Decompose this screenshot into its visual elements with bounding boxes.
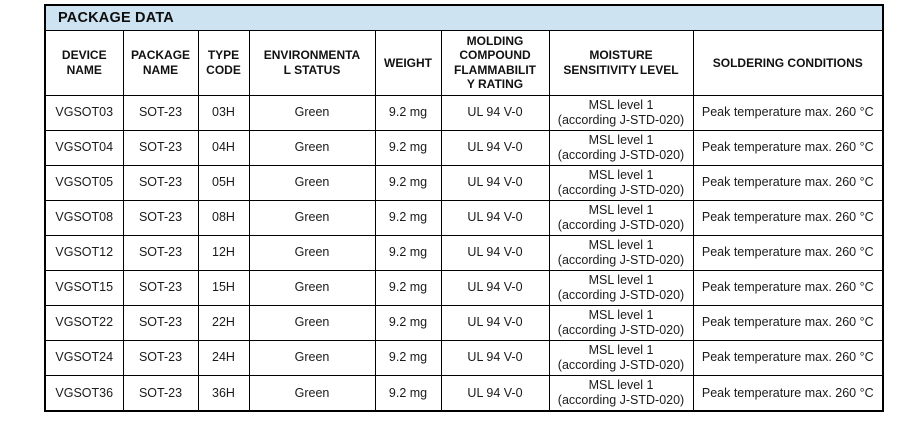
column-header-package-name: PACKAGE NAME <box>122 31 199 96</box>
cell-soldering-conditions: Peak temperature max. 260 °C <box>692 374 882 410</box>
cell-type-code: 08H <box>197 199 250 236</box>
cell-device-name: VGSOT15 <box>46 269 124 306</box>
cell-moisture-sensitivity-level: MSL level 1 (according J-STD-020) <box>548 304 694 341</box>
column-header-weight: WEIGHT <box>374 31 442 96</box>
package-data-table: DEVICE NAME PACKAGE NAME TYPE CODE ENVIRONM… <box>46 31 882 410</box>
cell-molding-compound-flammability-rating: UL 94 V-0 <box>440 234 550 271</box>
cell-package-name: SOT-23 <box>122 269 199 306</box>
cell-molding-compound-flammability-rating: UL 94 V-0 <box>440 339 550 376</box>
cell-environmental-status: Green <box>248 234 376 271</box>
cell-weight: 9.2 mg <box>374 94 442 131</box>
cell-environmental-status: Green <box>248 374 376 410</box>
table-row: VGSOT22 SOT-23 22H Green 9.2 mg UL 94 V-0 MSL … <box>46 304 882 341</box>
cell-package-name: SOT-23 <box>122 199 199 236</box>
cell-soldering-conditions: Peak temperature max. 260 °C <box>692 304 882 341</box>
cell-moisture-sensitivity-level: MSL level 1 (according J-STD-020) <box>548 339 694 376</box>
cell-moisture-sensitivity-level: MSL level 1 (according J-STD-020) <box>548 234 694 271</box>
cell-molding-compound-flammability-rating: UL 94 V-0 <box>440 129 550 166</box>
cell-package-name: SOT-23 <box>122 129 199 166</box>
cell-moisture-sensitivity-level: MSL level 1 (according J-STD-020) <box>548 374 694 410</box>
cell-molding-compound-flammability-rating: UL 94 V-0 <box>440 94 550 131</box>
table-header: DEVICE NAME PACKAGE NAME TYPE CODE ENVIRONM… <box>46 31 882 96</box>
cell-molding-compound-flammability-rating: UL 94 V-0 <box>440 199 550 236</box>
cell-moisture-sensitivity-level: MSL level 1 (according J-STD-020) <box>548 199 694 236</box>
cell-package-name: SOT-23 <box>122 94 199 131</box>
column-header-environmental-status: ENVIRONMENTA L STATUS <box>248 31 376 96</box>
cell-device-name: VGSOT05 <box>46 164 124 201</box>
table-row: VGSOT08 SOT-23 08H Green 9.2 mg UL 94 V-0 MSL … <box>46 199 882 236</box>
cell-moisture-sensitivity-level: MSL level 1 (according J-STD-020) <box>548 129 694 166</box>
cell-type-code: 36H <box>197 374 250 410</box>
cell-moisture-sensitivity-level: MSL level 1 (according J-STD-020) <box>548 269 694 306</box>
cell-molding-compound-flammability-rating: UL 94 V-0 <box>440 164 550 201</box>
package-data-panel: PACKAGE DATA DEVICE NAME PACKAGE NAME TYPE… <box>44 4 884 412</box>
column-header-type-code: TYPE CODE <box>197 31 250 96</box>
cell-soldering-conditions: Peak temperature max. 260 °C <box>692 164 882 201</box>
cell-package-name: SOT-23 <box>122 234 199 271</box>
column-header-molding-compound-flammability-rating: MOLDING COMPOUND FLAMMABILIT Y RATING <box>440 31 550 96</box>
table-row: VGSOT05 SOT-23 05H Green 9.2 mg UL 94 V-0 MSL … <box>46 164 882 201</box>
cell-type-code: 24H <box>197 339 250 376</box>
cell-device-name: VGSOT04 <box>46 129 124 166</box>
table-row: VGSOT15 SOT-23 15H Green 9.2 mg UL 94 V-0 MSL … <box>46 269 882 306</box>
cell-environmental-status: Green <box>248 129 376 166</box>
cell-type-code: 04H <box>197 129 250 166</box>
cell-weight: 9.2 mg <box>374 129 442 166</box>
cell-device-name: VGSOT24 <box>46 339 124 376</box>
column-header-moisture-sensitivity-level: MOISTURE SENSITIVITY LEVEL <box>548 31 694 96</box>
cell-package-name: SOT-23 <box>122 164 199 201</box>
table-row: VGSOT36 SOT-23 36H Green 9.2 mg UL 94 V-0 MSL … <box>46 374 882 410</box>
cell-weight: 9.2 mg <box>374 304 442 341</box>
cell-device-name: VGSOT22 <box>46 304 124 341</box>
cell-weight: 9.2 mg <box>374 164 442 201</box>
table-row: VGSOT04 SOT-23 04H Green 9.2 mg UL 94 V-0 MSL … <box>46 129 882 166</box>
cell-soldering-conditions: Peak temperature max. 260 °C <box>692 269 882 306</box>
column-header-device-name: DEVICE NAME <box>46 31 124 96</box>
cell-package-name: SOT-23 <box>122 374 199 410</box>
cell-type-code: 12H <box>197 234 250 271</box>
table-row: VGSOT24 SOT-23 24H Green 9.2 mg UL 94 V-0 MSL … <box>46 339 882 376</box>
cell-type-code: 15H <box>197 269 250 306</box>
cell-weight: 9.2 mg <box>374 199 442 236</box>
cell-weight: 9.2 mg <box>374 339 442 376</box>
table-body: VGSOT03 SOT-23 03H Green 9.2 mg UL 94 V-0 MSL … <box>46 94 882 410</box>
cell-type-code: 22H <box>197 304 250 341</box>
cell-package-name: SOT-23 <box>122 304 199 341</box>
cell-device-name: VGSOT03 <box>46 94 124 131</box>
cell-soldering-conditions: Peak temperature max. 260 °C <box>692 234 882 271</box>
cell-molding-compound-flammability-rating: UL 94 V-0 <box>440 304 550 341</box>
cell-environmental-status: Green <box>248 269 376 306</box>
cell-environmental-status: Green <box>248 199 376 236</box>
cell-soldering-conditions: Peak temperature max. 260 °C <box>692 199 882 236</box>
column-header-soldering-conditions: SOLDERING CONDITIONS <box>692 31 882 96</box>
cell-weight: 9.2 mg <box>374 269 442 306</box>
panel-title-bar: PACKAGE DATA <box>46 6 882 31</box>
cell-moisture-sensitivity-level: MSL level 1 (according J-STD-020) <box>548 164 694 201</box>
cell-environmental-status: Green <box>248 94 376 131</box>
cell-device-name: VGSOT08 <box>46 199 124 236</box>
table-header-row: DEVICE NAME PACKAGE NAME TYPE CODE ENVIRONM… <box>46 31 882 96</box>
cell-type-code: 05H <box>197 164 250 201</box>
cell-weight: 9.2 mg <box>374 374 442 410</box>
cell-device-name: VGSOT12 <box>46 234 124 271</box>
cell-soldering-conditions: Peak temperature max. 260 °C <box>692 339 882 376</box>
cell-type-code: 03H <box>197 94 250 131</box>
cell-package-name: SOT-23 <box>122 339 199 376</box>
cell-moisture-sensitivity-level: MSL level 1 (according J-STD-020) <box>548 94 694 131</box>
cell-environmental-status: Green <box>248 164 376 201</box>
cell-molding-compound-flammability-rating: UL 94 V-0 <box>440 269 550 306</box>
table-row: VGSOT12 SOT-23 12H Green 9.2 mg UL 94 V-0 MSL … <box>46 234 882 271</box>
cell-environmental-status: Green <box>248 339 376 376</box>
cell-molding-compound-flammability-rating: UL 94 V-0 <box>440 374 550 410</box>
cell-soldering-conditions: Peak temperature max. 260 °C <box>692 129 882 166</box>
panel-title: PACKAGE DATA <box>58 10 174 26</box>
cell-device-name: VGSOT36 <box>46 374 124 410</box>
table-row: VGSOT03 SOT-23 03H Green 9.2 mg UL 94 V-0 MSL … <box>46 94 882 131</box>
cell-soldering-conditions: Peak temperature max. 260 °C <box>692 94 882 131</box>
cell-environmental-status: Green <box>248 304 376 341</box>
cell-weight: 9.2 mg <box>374 234 442 271</box>
